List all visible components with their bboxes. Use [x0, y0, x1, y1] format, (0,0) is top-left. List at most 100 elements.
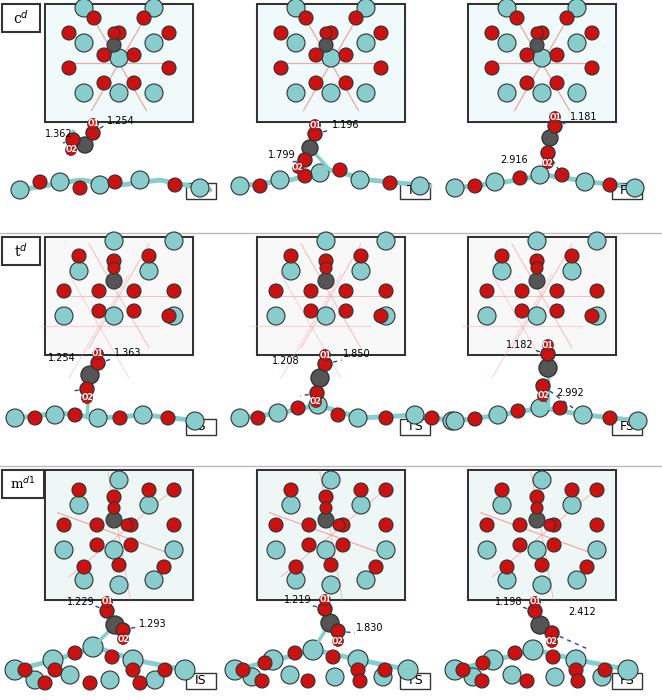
Circle shape [331, 408, 345, 422]
Circle shape [629, 412, 647, 430]
Text: 1.181: 1.181 [570, 112, 598, 122]
Circle shape [618, 660, 638, 680]
Circle shape [357, 34, 375, 52]
Circle shape [515, 304, 529, 318]
Circle shape [61, 666, 79, 684]
Text: O2: O2 [310, 398, 322, 407]
Circle shape [326, 668, 344, 686]
Circle shape [568, 571, 586, 589]
Circle shape [568, 84, 586, 102]
Bar [469, 471, 615, 599]
Circle shape [107, 490, 121, 504]
Circle shape [287, 34, 305, 52]
Circle shape [626, 179, 644, 197]
Circle shape [145, 571, 163, 589]
Circle shape [547, 538, 561, 552]
Circle shape [568, 0, 586, 17]
Circle shape [81, 366, 99, 384]
Circle shape [369, 560, 383, 574]
Text: TS: TS [407, 675, 423, 687]
Circle shape [528, 232, 546, 250]
Circle shape [571, 674, 585, 688]
Bar [612, 673, 642, 689]
Circle shape [106, 616, 124, 634]
Text: t$^d$: t$^d$ [14, 242, 28, 260]
Circle shape [546, 668, 564, 686]
Circle shape [377, 232, 395, 250]
Circle shape [142, 249, 156, 263]
Circle shape [374, 61, 388, 75]
Circle shape [468, 412, 482, 426]
Text: O2: O2 [65, 146, 77, 155]
Circle shape [425, 411, 439, 425]
Bar [468, 237, 616, 355]
Circle shape [165, 541, 183, 559]
Bar [469, 5, 615, 121]
Circle shape [165, 232, 183, 250]
Bar [46, 471, 192, 599]
Bar [45, 237, 193, 355]
Circle shape [546, 650, 560, 664]
Text: 1.208: 1.208 [272, 356, 300, 366]
Circle shape [377, 541, 395, 559]
Circle shape [535, 558, 549, 572]
Circle shape [106, 273, 122, 289]
Circle shape [145, 84, 163, 102]
Circle shape [263, 650, 283, 670]
Circle shape [175, 660, 195, 680]
Text: m$^{d1}$: m$^{d1}$ [10, 476, 36, 492]
Bar [400, 183, 430, 199]
Circle shape [332, 636, 344, 647]
Text: O1: O1 [101, 598, 113, 606]
Text: 1.254: 1.254 [48, 353, 75, 363]
Circle shape [339, 48, 353, 62]
Circle shape [320, 502, 332, 514]
Circle shape [542, 158, 553, 169]
Circle shape [357, 571, 375, 589]
Circle shape [302, 140, 318, 156]
Circle shape [531, 502, 543, 514]
Circle shape [140, 496, 158, 514]
Circle shape [523, 640, 543, 660]
Circle shape [498, 84, 516, 102]
Circle shape [468, 179, 482, 193]
Circle shape [68, 408, 82, 422]
Circle shape [93, 349, 103, 360]
Circle shape [326, 650, 340, 664]
Circle shape [478, 541, 496, 559]
Circle shape [101, 671, 119, 689]
Circle shape [508, 646, 522, 660]
Circle shape [91, 356, 105, 370]
Circle shape [127, 304, 141, 318]
Circle shape [87, 11, 101, 25]
Circle shape [533, 49, 551, 67]
Circle shape [134, 406, 152, 424]
Text: O1: O1 [549, 113, 561, 122]
Circle shape [62, 61, 76, 75]
Text: c$^d$: c$^d$ [13, 9, 29, 27]
Text: O1: O1 [319, 351, 331, 360]
Circle shape [77, 137, 93, 153]
Bar [400, 673, 430, 689]
Circle shape [520, 674, 534, 688]
Circle shape [378, 663, 392, 677]
Circle shape [105, 650, 119, 664]
Bar [400, 419, 430, 435]
Circle shape [18, 663, 32, 677]
Circle shape [167, 483, 181, 497]
Circle shape [353, 674, 367, 688]
Circle shape [553, 401, 567, 415]
Circle shape [112, 558, 126, 572]
Circle shape [548, 119, 562, 133]
Circle shape [515, 284, 529, 298]
Circle shape [191, 179, 209, 197]
Circle shape [339, 284, 353, 298]
Circle shape [563, 262, 581, 280]
Circle shape [157, 560, 171, 574]
Circle shape [590, 284, 604, 298]
Circle shape [531, 616, 549, 634]
Circle shape [274, 26, 288, 40]
Circle shape [291, 401, 305, 415]
Circle shape [530, 38, 544, 52]
Circle shape [133, 676, 147, 690]
